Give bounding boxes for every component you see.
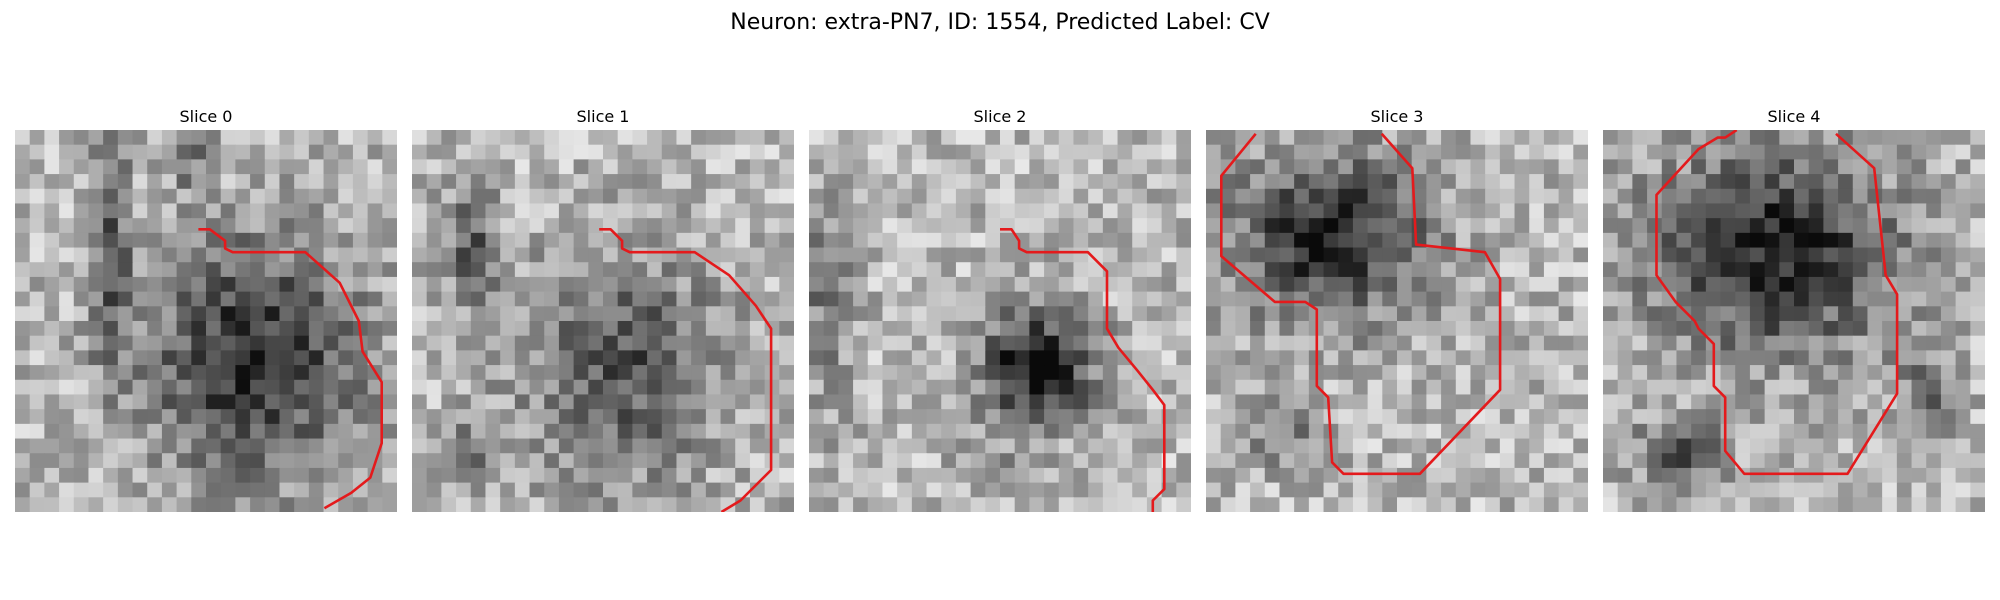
contour-line-1 bbox=[599, 228, 773, 512]
slice-image-1 bbox=[412, 130, 794, 512]
slice-panel-1: Slice 1 bbox=[412, 104, 794, 512]
slice-title-2: Slice 2 bbox=[973, 107, 1027, 126]
contour-line-4 bbox=[1655, 130, 1899, 476]
slice-panel-4: Slice 4 bbox=[1603, 104, 1985, 512]
slice-image-3 bbox=[1206, 130, 1588, 512]
slice-image-4 bbox=[1603, 130, 1985, 512]
slice-panel-2: Slice 2 bbox=[809, 104, 1191, 512]
slice-image-0 bbox=[15, 130, 397, 512]
slice-title-1: Slice 1 bbox=[576, 107, 630, 126]
slice-panel-3: Slice 3 bbox=[1206, 104, 1588, 512]
slice-title-4: Slice 4 bbox=[1767, 107, 1821, 126]
contour-line-2 bbox=[1000, 228, 1166, 512]
slice-image-2 bbox=[809, 130, 1191, 512]
contour-line-3 bbox=[1220, 132, 1502, 476]
slice-title-0: Slice 0 bbox=[179, 107, 233, 126]
slice-title-3: Slice 3 bbox=[1370, 107, 1424, 126]
figure-title: Neuron: extra-PN7, ID: 1554, Predicted L… bbox=[730, 10, 1270, 35]
contour-line-0 bbox=[198, 228, 384, 510]
slice-panel-0: Slice 0 bbox=[15, 104, 397, 512]
